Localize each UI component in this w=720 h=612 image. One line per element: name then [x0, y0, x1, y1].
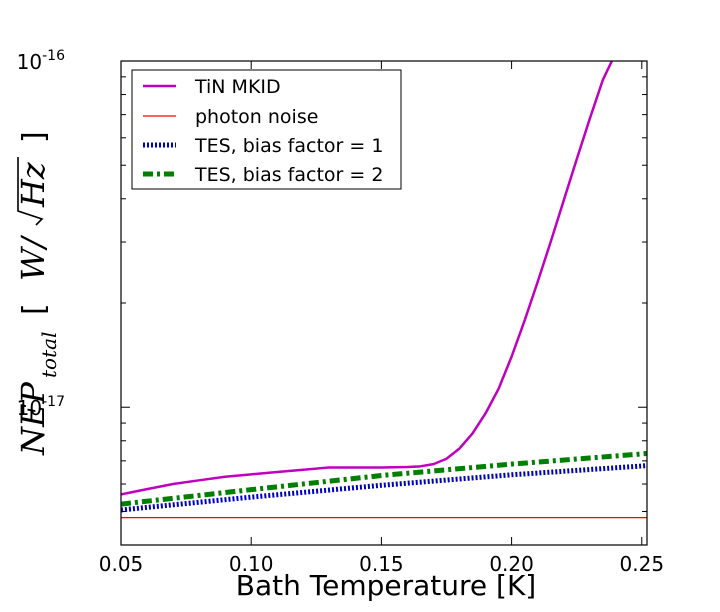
x-tick-label: 0.15	[359, 552, 404, 576]
x-axis-label: Bath Temperature [K]	[236, 569, 536, 602]
legend-label-tes-bias-1: TES, bias factor = 1	[194, 135, 383, 157]
legend-label-tes-bias-2: TES, bias factor = 2	[194, 164, 383, 186]
plot-frame	[120, 60, 648, 546]
legend: TiN MKID photon noise TES, bias factor =…	[131, 69, 402, 190]
y-axis-label-open-bracket: [	[17, 303, 52, 315]
series-line-tes-bias-factor-1	[121, 463, 647, 513]
y-axis-label-close-bracket: ]	[17, 131, 52, 143]
x-tick-label: 0.20	[489, 552, 534, 576]
x-tick-label: 0.05	[99, 552, 144, 576]
series-line-tin-mkid	[121, 61, 613, 496]
minor-ticks	[121, 76, 647, 546]
legend-label-tin-mkid: TiN MKID	[194, 76, 281, 98]
y-axis-label-unit-root: Hz	[14, 161, 52, 208]
x-axis-ticks: 0.05 0.10 0.15 0.20 0.25	[99, 61, 664, 576]
y-axis-label-subscript: total	[37, 332, 61, 378]
y-axis-label-main: NEP	[14, 382, 52, 456]
series-line-tes-bias-factor-2	[121, 451, 647, 507]
y-axis-label-unit-prefix: W/	[14, 234, 52, 281]
legend-box	[131, 69, 402, 190]
y-tick-label: 10-17	[17, 394, 65, 420]
series-layer	[121, 61, 647, 519]
y-axis-label-sqrt-sign	[17, 157, 44, 226]
legend-label-photon-noise: photon noise	[195, 106, 318, 128]
y-tick-label: 10-16	[17, 48, 65, 74]
y-axis-label: NEP total [ W/ Hz ]	[14, 131, 61, 456]
x-tick-label: 0.25	[620, 552, 665, 576]
x-tick-label: 0.10	[229, 552, 274, 576]
